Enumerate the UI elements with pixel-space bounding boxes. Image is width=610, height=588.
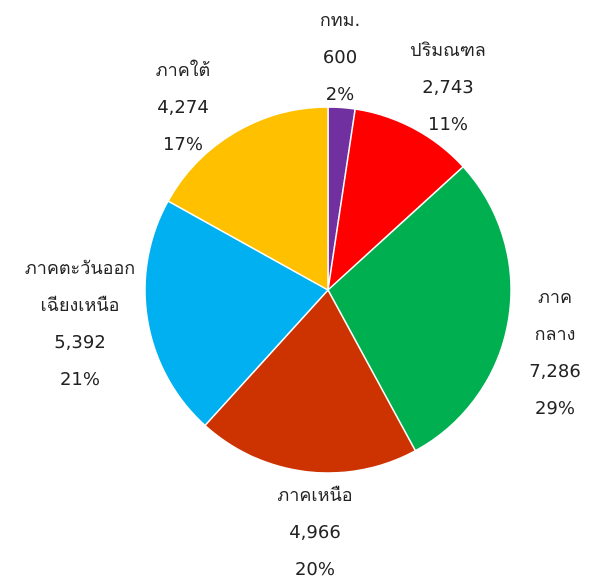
value-label: 4,274	[157, 97, 209, 118]
percent-label: 29%	[534, 398, 575, 419]
data-label: ปริมณฑล 2,743 11%	[410, 32, 486, 143]
pie-slice	[144, 200, 330, 427]
percent-label: 2%	[325, 84, 355, 105]
value-label: 5,392	[54, 332, 106, 353]
pie-slice	[327, 165, 512, 452]
value-label: 4,966	[289, 522, 341, 543]
category-label: ภาคเหนือ	[277, 485, 353, 506]
category-label: ภาคกลาง	[534, 287, 576, 345]
percent-label: 17%	[162, 134, 203, 155]
category-label: กทม.	[319, 10, 361, 31]
value-label: 600	[322, 47, 358, 68]
pie-slice	[167, 106, 329, 292]
value-label: 7,286	[529, 361, 581, 382]
data-label: ภาคกลาง 7,286 29%	[528, 279, 583, 427]
data-label: ภาคใต้ 4,274 17%	[156, 52, 211, 163]
value-label: 2,743	[422, 77, 474, 98]
data-label: ภาคเหนือ 4,966 20%	[277, 477, 352, 588]
percent-label: 11%	[427, 114, 469, 135]
percent-label: 20%	[294, 559, 335, 580]
percent-label: 21%	[59, 369, 100, 390]
category-label: ปริมณฑล	[410, 40, 486, 61]
data-label: กทม. 600 2%	[320, 2, 360, 113]
pie-slice	[326, 108, 465, 292]
category-label: ภาคตะวันออก เฉียงเหนือ	[24, 258, 136, 316]
category-label: ภาคใต้	[155, 60, 211, 81]
pie-slice	[203, 288, 417, 474]
data-label: ภาคตะวันออก เฉียงเหนือ 5,392 21%	[25, 250, 135, 398]
